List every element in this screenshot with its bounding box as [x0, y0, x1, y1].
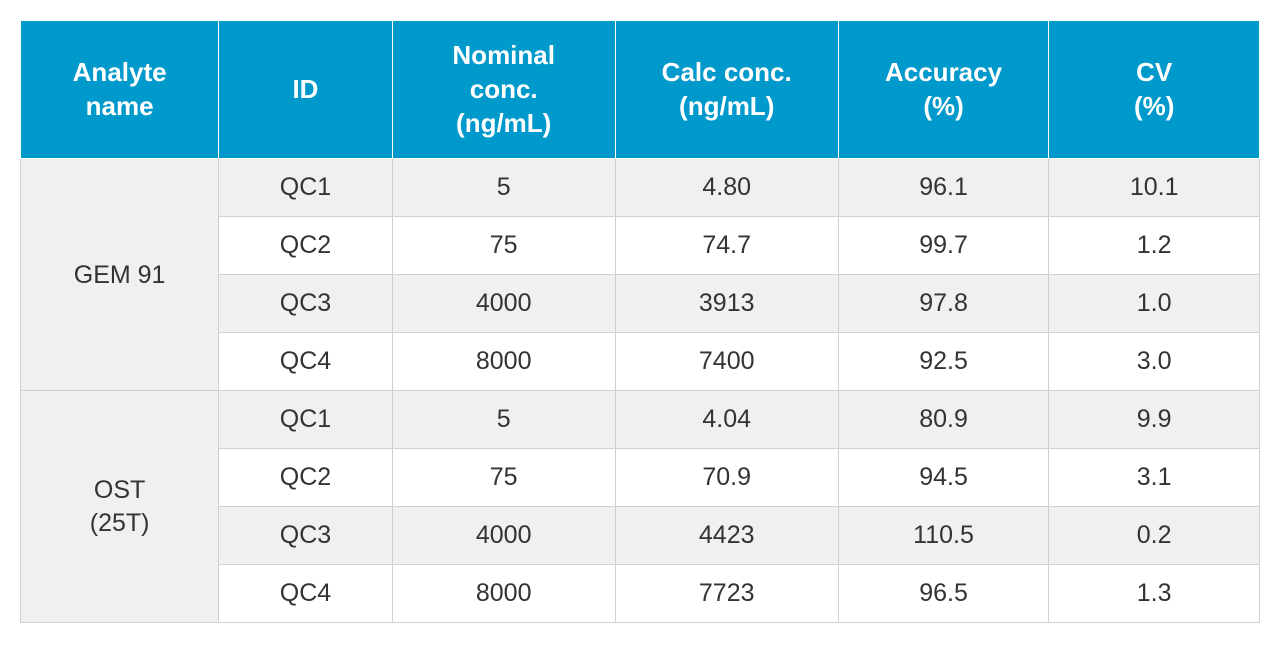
analyte-label: OST	[31, 474, 208, 507]
accuracy-cell: 99.7	[838, 217, 1049, 275]
nominal-cell: 5	[392, 159, 615, 217]
header-text: (ng/mL)	[626, 90, 828, 124]
nominal-cell: 4000	[392, 507, 615, 565]
id-cell: QC2	[219, 217, 392, 275]
nominal-cell: 8000	[392, 333, 615, 391]
id-cell: QC2	[219, 449, 392, 507]
nominal-cell: 8000	[392, 565, 615, 623]
calc-cell: 4423	[615, 507, 838, 565]
calc-cell: 4.80	[615, 159, 838, 217]
cv-cell: 1.0	[1049, 275, 1260, 333]
header-calc-conc: Calc conc. (ng/mL)	[615, 21, 838, 159]
accuracy-cell: 92.5	[838, 333, 1049, 391]
nominal-cell: 4000	[392, 275, 615, 333]
calc-cell: 4.04	[615, 391, 838, 449]
id-cell: QC1	[219, 159, 392, 217]
analyte-name-cell: OST (25T)	[21, 391, 219, 623]
id-cell: QC1	[219, 391, 392, 449]
nominal-cell: 75	[392, 217, 615, 275]
header-text: Calc conc.	[626, 56, 828, 90]
cv-cell: 0.2	[1049, 507, 1260, 565]
accuracy-cell: 80.9	[838, 391, 1049, 449]
header-text: CV	[1059, 56, 1249, 90]
header-accuracy: Accuracy (%)	[838, 21, 1049, 159]
cv-cell: 3.0	[1049, 333, 1260, 391]
header-text: ID	[292, 74, 318, 104]
header-text: conc.	[403, 73, 605, 107]
table-row: OST (25T) QC1 5 4.04 80.9 9.9	[21, 391, 1260, 449]
header-text: Accuracy	[849, 56, 1039, 90]
accuracy-cell: 110.5	[838, 507, 1049, 565]
accuracy-cell: 97.8	[838, 275, 1049, 333]
header-text: name	[31, 90, 208, 124]
cv-cell: 9.9	[1049, 391, 1260, 449]
id-cell: QC3	[219, 507, 392, 565]
cv-cell: 1.3	[1049, 565, 1260, 623]
table-body: GEM 91 QC1 5 4.80 96.1 10.1 QC2 75 74.7 …	[21, 159, 1260, 623]
cv-cell: 3.1	[1049, 449, 1260, 507]
header-text: Nominal	[403, 39, 605, 73]
calc-cell: 7400	[615, 333, 838, 391]
header-analyte-name: Analyte name	[21, 21, 219, 159]
header-text: (ng/mL)	[403, 107, 605, 141]
id-cell: QC4	[219, 565, 392, 623]
analyte-name-cell: GEM 91	[21, 159, 219, 391]
calc-cell: 70.9	[615, 449, 838, 507]
header-cv: CV (%)	[1049, 21, 1260, 159]
id-cell: QC3	[219, 275, 392, 333]
calc-cell: 3913	[615, 275, 838, 333]
header-nominal-conc: Nominal conc. (ng/mL)	[392, 21, 615, 159]
table-header-row: Analyte name ID Nominal conc. (ng/mL) Ca…	[21, 21, 1260, 159]
header-text: (%)	[849, 90, 1039, 124]
analyte-label: (25T)	[31, 507, 208, 540]
cv-cell: 1.2	[1049, 217, 1260, 275]
id-cell: QC4	[219, 333, 392, 391]
nominal-cell: 5	[392, 391, 615, 449]
accuracy-cell: 96.5	[838, 565, 1049, 623]
calc-cell: 74.7	[615, 217, 838, 275]
analyte-label: GEM 91	[31, 259, 208, 292]
accuracy-cell: 94.5	[838, 449, 1049, 507]
accuracy-cell: 96.1	[838, 159, 1049, 217]
analyte-data-table-container: Analyte name ID Nominal conc. (ng/mL) Ca…	[20, 20, 1260, 623]
cv-cell: 10.1	[1049, 159, 1260, 217]
table-row: GEM 91 QC1 5 4.80 96.1 10.1	[21, 159, 1260, 217]
nominal-cell: 75	[392, 449, 615, 507]
calc-cell: 7723	[615, 565, 838, 623]
header-text: Analyte	[31, 56, 208, 90]
analyte-data-table: Analyte name ID Nominal conc. (ng/mL) Ca…	[20, 20, 1260, 623]
header-id: ID	[219, 21, 392, 159]
header-text: (%)	[1059, 90, 1249, 124]
